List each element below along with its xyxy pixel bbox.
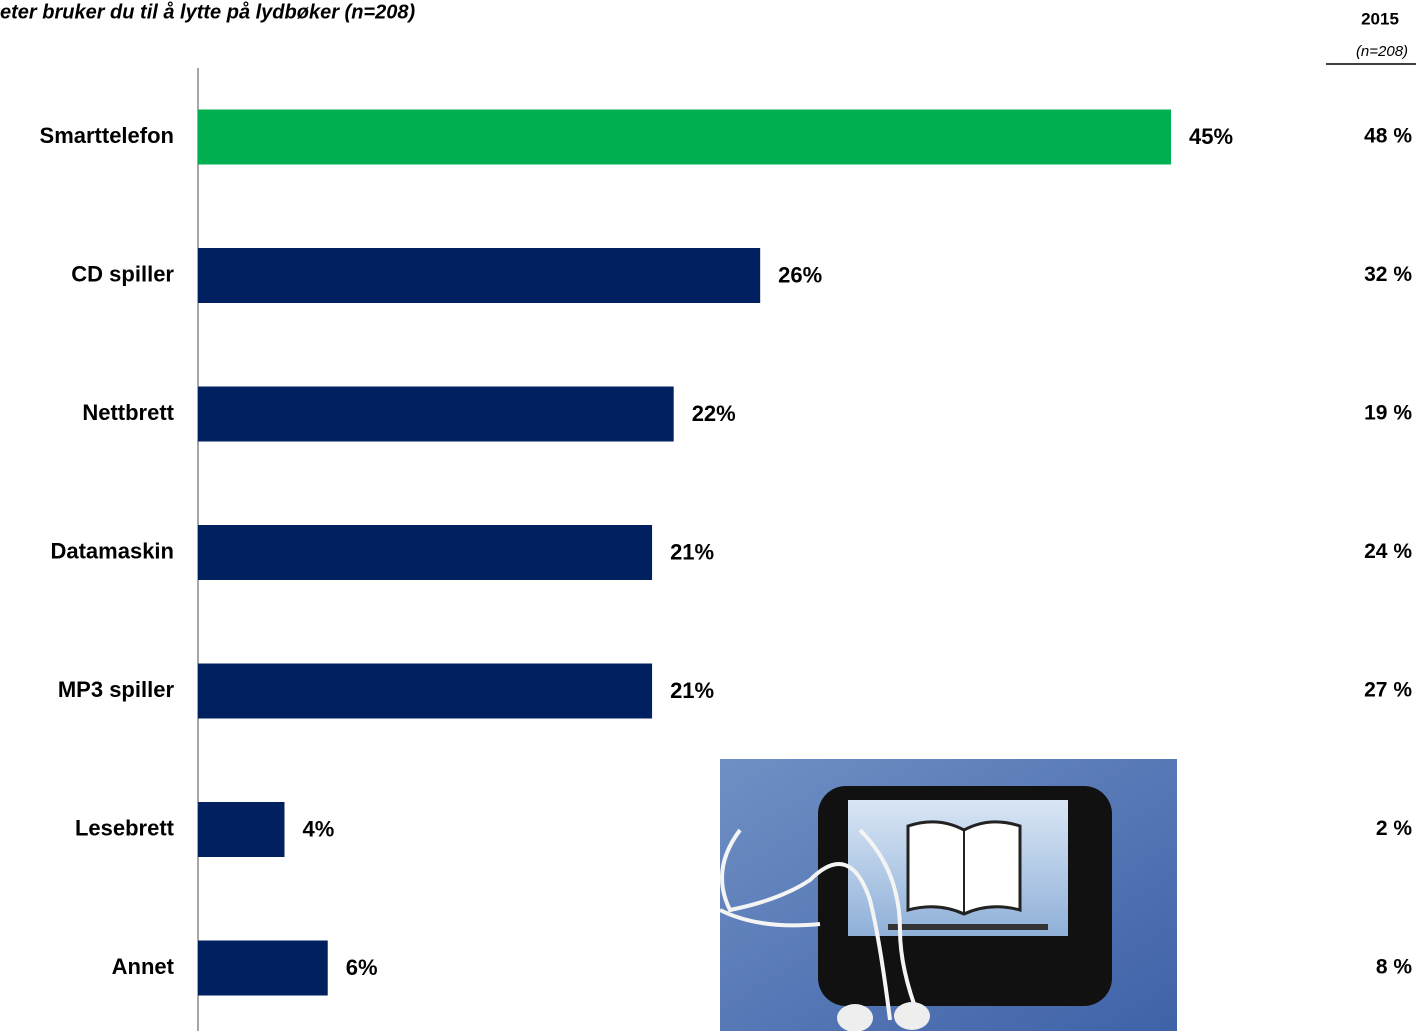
value-label: 21% (670, 539, 714, 564)
bar (198, 248, 761, 303)
bar (198, 940, 328, 996)
comparison-value: 27 % (1364, 679, 1412, 702)
bar (198, 109, 1171, 165)
category-label: Nettbrett (82, 400, 174, 425)
category-label: Smarttelefon (40, 123, 174, 148)
category-label: Lesebrett (75, 815, 175, 840)
category-label: CD spiller (71, 261, 174, 286)
comparison-title: 2015 (1361, 9, 1399, 28)
comparison-value: 48 % (1364, 125, 1412, 148)
comparison-value: 8 % (1376, 956, 1413, 979)
category-label: Datamaskin (50, 538, 174, 563)
category-label: MP3 spiller (58, 677, 175, 702)
value-label: 26% (778, 262, 822, 287)
chart-title: eter bruker du til å lytte på lydbøker (… (0, 0, 415, 23)
bar (198, 525, 653, 580)
value-label: 21% (670, 678, 714, 703)
bar (198, 386, 674, 442)
bar (198, 802, 285, 857)
comparison-value: 24 % (1364, 540, 1412, 563)
category-label: Annet (112, 954, 175, 979)
comparison-value: 32 % (1364, 263, 1412, 286)
comparison-value: 2 % (1376, 817, 1413, 840)
value-label: 22% (692, 401, 736, 426)
photo (719, 759, 1177, 1031)
bar (198, 663, 653, 719)
comparison-subtitle: (n=208) (1356, 43, 1408, 60)
value-label: 6% (346, 955, 378, 980)
value-label: 45% (1189, 124, 1233, 149)
comparison-value: 19 % (1364, 402, 1412, 425)
value-label: 4% (302, 816, 334, 841)
